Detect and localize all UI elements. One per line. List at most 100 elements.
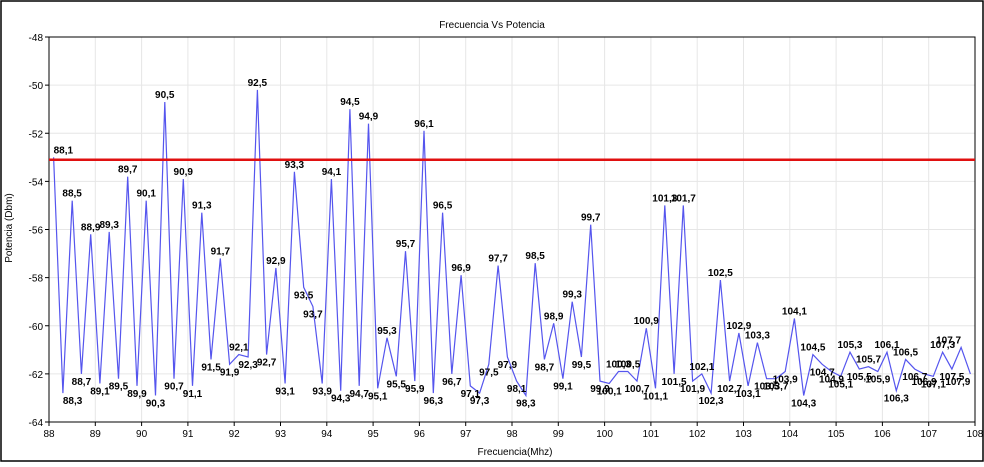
x-tick-label: 98 (506, 429, 518, 440)
data-label: 94,9 (359, 112, 379, 123)
data-label: 107,9 (945, 377, 970, 388)
y-tick-label: -56 (29, 226, 44, 237)
data-label: 91,5 (201, 362, 221, 373)
data-label: 94,5 (340, 97, 360, 108)
x-tick-label: 103 (735, 429, 752, 440)
data-label: 95,3 (377, 326, 397, 337)
data-series (49, 89, 975, 398)
x-tick-label: 102 (689, 429, 706, 440)
data-label: 93,9 (312, 387, 332, 398)
x-tick-label: 107 (920, 429, 937, 440)
data-label: 94,7 (349, 389, 369, 400)
data-label: 91,3 (192, 201, 212, 212)
data-label: 107,3 (930, 340, 955, 351)
data-label: 103,1 (736, 389, 761, 400)
y-tick-label: -54 (29, 177, 44, 188)
data-label: 89,3 (99, 220, 119, 231)
data-label: 106,5 (893, 347, 918, 358)
data-label: 98,7 (535, 362, 555, 373)
x-axis-label: Frecuencia(Mhz) (477, 447, 552, 458)
data-label: 97,5 (479, 367, 499, 378)
data-label: 97,3 (470, 396, 490, 407)
data-label: 96,7 (442, 377, 462, 388)
data-label: 92,9 (266, 256, 286, 267)
data-label: 107,7 (936, 335, 961, 346)
x-tick-label: 108 (967, 429, 984, 440)
x-tick-label: 90 (136, 429, 148, 440)
data-label: 93,3 (285, 160, 305, 171)
data-label: 100,1 (597, 387, 622, 398)
data-label: 89,9 (127, 389, 147, 400)
data-label: 97,9 (498, 360, 518, 371)
data-label: 90,5 (155, 90, 175, 101)
data-label: 98,1 (507, 384, 527, 395)
data-label: 96,5 (433, 201, 453, 212)
data-labels: 88,1 88,3 88,5 88,7 88,9 89,1 89,3 89,5 89,7 89,9… (54, 78, 971, 410)
data-label: 91,7 (211, 246, 231, 257)
x-tick-label: 101 (643, 429, 660, 440)
data-label: 106,7 (902, 372, 927, 383)
x-tick-label: 95 (368, 429, 380, 440)
data-label: 103,7 (763, 382, 788, 393)
data-label: 90,1 (136, 189, 156, 200)
data-label: 98,9 (544, 311, 564, 322)
data-label: 96,9 (451, 263, 471, 274)
x-tick-label: 96 (414, 429, 426, 440)
data-label: 103,3 (745, 331, 770, 342)
data-label: 100,3 (606, 359, 631, 370)
y-tick-label: -62 (29, 370, 44, 381)
data-label: 99,3 (562, 290, 582, 301)
data-label: 94,1 (322, 167, 342, 178)
data-label: 102,3 (699, 396, 724, 407)
data-label: 88,9 (81, 222, 101, 233)
data-label: 89,5 (109, 382, 129, 393)
y-tick-label: -60 (29, 322, 44, 333)
x-tick-label: 94 (321, 429, 333, 440)
data-label: 101,7 (671, 193, 696, 204)
data-label: 100,9 (634, 316, 659, 327)
data-label: 107,1 (921, 379, 946, 390)
data-label: 97,7 (488, 254, 508, 265)
data-label: 93,7 (303, 310, 323, 321)
data-label: 89,7 (118, 165, 138, 176)
data-label: 104,1 (782, 307, 807, 318)
data-label: 98,5 (525, 251, 545, 262)
y-axis-label: Potencia (Dbm) (4, 193, 15, 262)
x-tick-label: 104 (781, 429, 798, 440)
data-label: 106,3 (884, 394, 909, 405)
x-tick-label: 100 (596, 429, 613, 440)
data-label: 101,3 (652, 193, 677, 204)
data-label: 99,1 (553, 382, 573, 393)
chart-title: Frecuencia Vs Potencia (439, 20, 545, 31)
data-label: 91,9 (220, 367, 240, 378)
data-label: 88,1 (54, 145, 74, 156)
data-label: 99,5 (572, 360, 592, 371)
y-tick-label: -48 (29, 33, 44, 44)
data-label: 107,5 (939, 372, 964, 383)
data-label: 89,1 (90, 387, 110, 398)
data-label: 105,9 (865, 374, 890, 385)
data-label: 101,1 (643, 391, 668, 402)
data-label: 102,7 (717, 384, 742, 395)
x-tick-label: 92 (229, 429, 241, 440)
x-tick-label: 88 (43, 429, 55, 440)
y-tick-label: -64 (29, 418, 44, 429)
axes: 88 89 90 91 92 93 94 95 96 97 98 99 100 101 102 103 104 1… (29, 33, 984, 440)
data-label: 94,3 (331, 394, 351, 405)
x-tick-label: 93 (275, 429, 287, 440)
data-label: 101,9 (680, 384, 705, 395)
data-label: 92,3 (238, 360, 258, 371)
x-tick-label: 105 (828, 429, 845, 440)
data-label: 104,5 (800, 343, 825, 354)
data-label: 91,1 (183, 389, 203, 400)
data-label: 88,5 (62, 189, 82, 200)
x-tick-label: 97 (460, 429, 472, 440)
data-label: 102,9 (726, 321, 751, 332)
x-tick-label: 106 (874, 429, 891, 440)
y-tick-label: -50 (29, 81, 44, 92)
data-label: 95,1 (368, 391, 388, 402)
data-label: 92,1 (229, 343, 249, 354)
